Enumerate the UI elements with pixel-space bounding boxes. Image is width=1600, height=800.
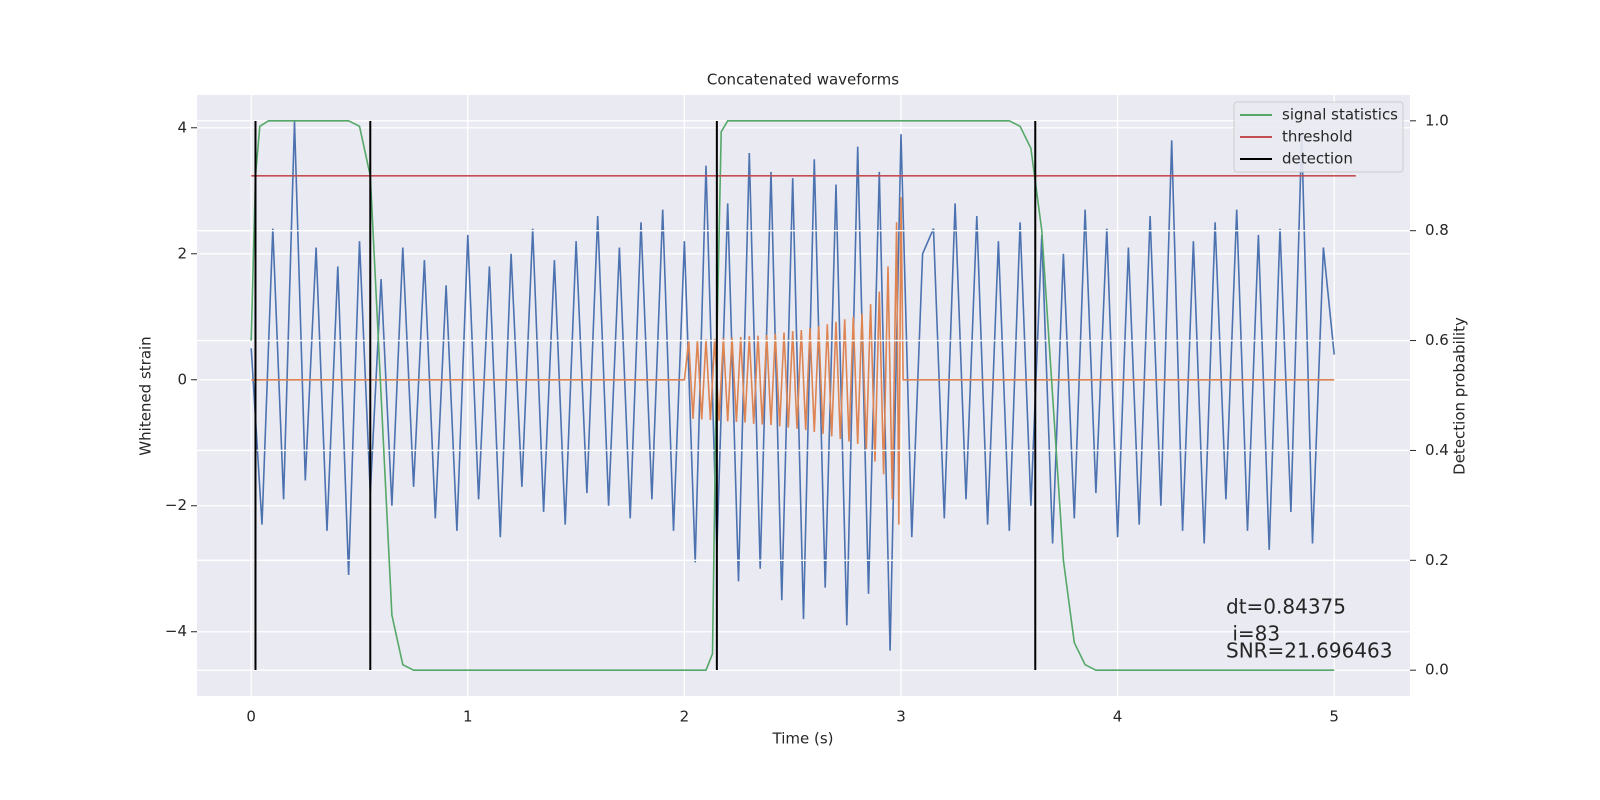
annotation: SNR=21.696463 — [1226, 639, 1392, 663]
legend-label: threshold — [1282, 128, 1353, 146]
y2-tick-label: 1.0 — [1425, 111, 1449, 129]
y2-tick-label: 0.0 — [1425, 661, 1449, 679]
x-axis-label: Time (s) — [772, 730, 834, 748]
y2-tick-label: 0.2 — [1425, 551, 1449, 569]
y-tick-label: −4 — [165, 622, 187, 640]
y2-tick-label: 0.6 — [1425, 331, 1449, 349]
y-tick-label: −2 — [165, 496, 187, 514]
annotation: dt=0.84375 — [1226, 595, 1346, 619]
y-tick-label: 2 — [177, 244, 187, 262]
y-tick-label: 0 — [177, 370, 187, 388]
line-series — [251, 197, 1335, 525]
line-series — [250, 121, 1335, 651]
legend-label: signal statistics — [1282, 106, 1398, 124]
x-tick-label: 2 — [680, 708, 690, 726]
y2-tick-label: 0.8 — [1425, 221, 1449, 239]
x-tick-label: 1 — [463, 708, 473, 726]
y2-axis-label: Detection probability — [1451, 317, 1469, 475]
x-tick-label: 3 — [896, 708, 906, 726]
y-tick-label: 4 — [177, 118, 187, 136]
legend-box — [1233, 101, 1404, 173]
chart-title: Concatenated waveforms — [707, 71, 899, 89]
annotation: i=83 — [1226, 622, 1280, 646]
x-tick-label: 0 — [246, 708, 256, 726]
y2-tick-label: 0.4 — [1425, 441, 1449, 459]
x-tick-label: 4 — [1113, 708, 1123, 726]
line-series — [250, 120, 1335, 671]
x-tick-label: 5 — [1329, 708, 1339, 726]
legend-label: detection — [1282, 150, 1353, 168]
y-axis-label: Whitened strain — [137, 336, 155, 455]
